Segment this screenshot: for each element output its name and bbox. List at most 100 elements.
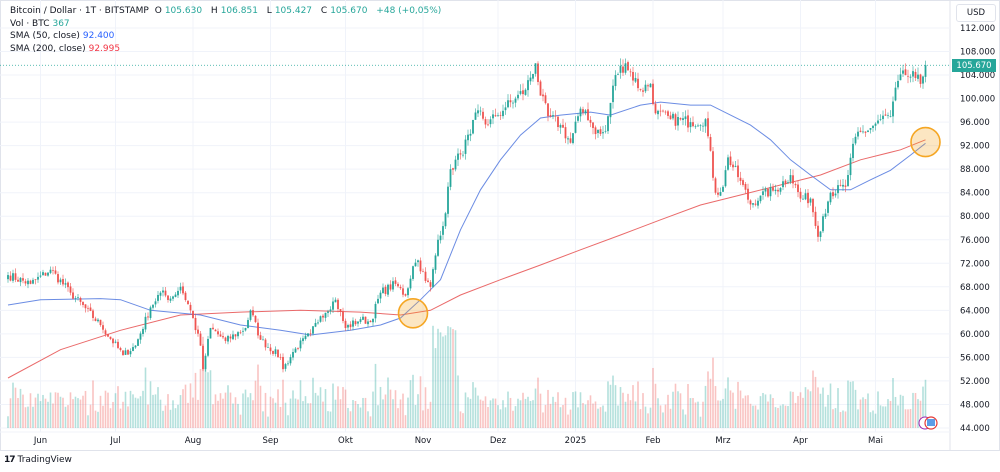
volume-bar	[157, 387, 159, 428]
candle-body	[564, 127, 567, 139]
volume-bar	[792, 391, 794, 428]
candle	[422, 268, 424, 273]
candle	[232, 330, 234, 341]
volume-bar	[574, 391, 577, 428]
candle	[809, 197, 812, 206]
candle-body	[524, 89, 527, 95]
volume-bar	[202, 336, 204, 428]
candle	[122, 350, 124, 356]
candle-body	[742, 180, 744, 185]
volume-bar	[197, 399, 199, 428]
candle-body	[599, 129, 602, 134]
candle	[734, 161, 737, 168]
candle	[224, 336, 227, 344]
tradingview-logo[interactable]: 17 TradingView	[4, 455, 72, 465]
candle-body	[807, 192, 809, 204]
volume-bar	[712, 357, 714, 428]
candle-body	[204, 355, 207, 370]
candle	[109, 336, 112, 341]
candle	[602, 125, 604, 139]
candle-body	[74, 297, 77, 299]
candle	[154, 298, 157, 308]
candle-body	[294, 348, 297, 353]
volume-bar	[682, 409, 684, 428]
candle	[72, 288, 74, 300]
legend-sma200-row[interactable]: SMA (200, close) 92.995	[10, 43, 444, 56]
candle	[24, 278, 27, 286]
volume-bar	[427, 408, 429, 428]
candle-body	[517, 94, 519, 99]
volume-bar	[772, 398, 774, 428]
candle	[89, 303, 92, 312]
candle	[362, 313, 364, 321]
candle	[807, 189, 809, 208]
candle	[569, 132, 572, 144]
candle	[7, 271, 9, 283]
volume-bar	[449, 327, 452, 428]
candle-body	[409, 278, 412, 289]
volume-bar	[134, 397, 137, 428]
volume-bar	[37, 393, 39, 428]
candle	[859, 127, 862, 133]
volume-bar	[207, 372, 209, 428]
candle	[724, 165, 727, 188]
candle	[424, 267, 427, 284]
volume-bar	[492, 398, 494, 428]
volume-bar	[692, 398, 694, 428]
candle-body	[674, 114, 677, 126]
candle-body	[574, 121, 577, 133]
volume-bar	[884, 406, 887, 428]
volume-bar	[604, 411, 607, 428]
candle-body	[829, 192, 832, 203]
volume-bar	[87, 415, 89, 428]
candle	[102, 321, 104, 334]
y-tick-label: 100.000	[960, 95, 995, 105]
volume-bar	[674, 383, 677, 428]
legend-sma50-row[interactable]: SMA (50, close) 92.400	[10, 30, 444, 43]
candle	[282, 353, 284, 373]
volume-bar	[77, 398, 79, 428]
volume-bar	[734, 408, 737, 428]
candle	[742, 178, 744, 187]
y-tick-label: 104.000	[960, 71, 995, 81]
candle	[672, 111, 674, 121]
candle	[732, 161, 734, 171]
candle	[167, 295, 169, 303]
candle	[234, 334, 237, 341]
volume-bar	[284, 402, 287, 428]
volume-bar	[654, 383, 657, 428]
volume-bar	[677, 391, 679, 428]
candle	[637, 72, 639, 92]
candle-body	[249, 310, 252, 320]
candle	[607, 115, 609, 134]
candle-body	[677, 117, 679, 126]
candle-body	[622, 66, 624, 73]
candle	[84, 304, 87, 313]
candle	[612, 79, 614, 109]
candle-body	[352, 320, 354, 327]
candle-body	[872, 125, 874, 128]
symbol-title[interactable]: Bitcoin / Dollar · 1T · BITSTAMP	[10, 6, 149, 16]
candle-body	[727, 157, 729, 170]
volume-bar	[549, 403, 552, 428]
volume-bar	[324, 389, 327, 428]
volume-bar	[139, 396, 142, 428]
candle-body	[374, 303, 377, 319]
candle-body	[572, 133, 574, 144]
candle-body	[402, 288, 404, 295]
candle	[489, 116, 492, 128]
volume-bar	[637, 381, 639, 428]
volume-bar	[919, 400, 922, 428]
candle-body	[242, 330, 244, 332]
candle-body	[287, 363, 289, 365]
candle	[587, 102, 589, 121]
candle	[594, 125, 597, 140]
candle	[904, 63, 907, 76]
volume-bar	[647, 413, 649, 428]
legend-volume-row[interactable]: Vol · BTC 367	[10, 18, 444, 31]
volume-bar	[164, 405, 167, 428]
volume-bar	[464, 392, 467, 428]
candle	[144, 312, 147, 333]
currency-button[interactable]: USD	[956, 4, 996, 22]
